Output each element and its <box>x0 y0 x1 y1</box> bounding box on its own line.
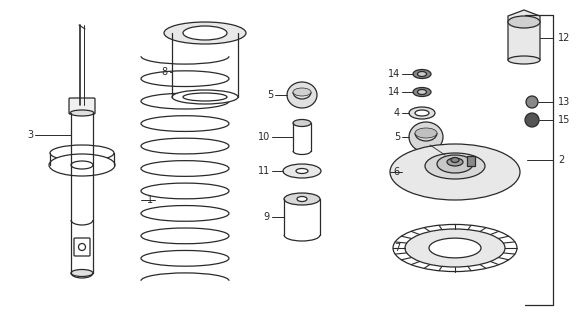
Ellipse shape <box>508 56 540 64</box>
FancyBboxPatch shape <box>74 238 90 256</box>
Text: 1: 1 <box>147 195 153 205</box>
Ellipse shape <box>284 193 320 205</box>
Ellipse shape <box>447 158 463 166</box>
Ellipse shape <box>508 16 540 28</box>
Ellipse shape <box>437 155 473 173</box>
Ellipse shape <box>417 71 427 76</box>
Ellipse shape <box>413 87 431 97</box>
Text: 5: 5 <box>394 132 400 142</box>
Ellipse shape <box>172 90 238 104</box>
Text: 10: 10 <box>258 132 270 142</box>
Ellipse shape <box>451 157 459 163</box>
Text: 8: 8 <box>162 67 168 77</box>
Ellipse shape <box>164 22 246 44</box>
Ellipse shape <box>49 154 115 176</box>
Text: 15: 15 <box>558 115 571 125</box>
Ellipse shape <box>415 110 429 116</box>
Text: 14: 14 <box>388 69 400 79</box>
Ellipse shape <box>413 69 431 78</box>
Ellipse shape <box>429 238 481 258</box>
Text: 4: 4 <box>394 108 400 118</box>
Ellipse shape <box>283 164 321 178</box>
Ellipse shape <box>71 161 93 169</box>
Ellipse shape <box>390 144 520 200</box>
Ellipse shape <box>71 269 93 276</box>
Text: 9: 9 <box>264 212 270 222</box>
Text: 13: 13 <box>558 97 570 107</box>
Text: 3: 3 <box>27 130 33 140</box>
Ellipse shape <box>297 196 307 202</box>
Ellipse shape <box>409 107 435 119</box>
Ellipse shape <box>409 122 443 152</box>
Ellipse shape <box>287 82 317 108</box>
Text: 7: 7 <box>394 243 400 253</box>
Circle shape <box>526 96 538 108</box>
Ellipse shape <box>70 110 94 116</box>
Ellipse shape <box>425 153 485 179</box>
Text: 5: 5 <box>266 90 273 100</box>
Text: 6: 6 <box>394 167 400 177</box>
Ellipse shape <box>293 88 311 96</box>
Ellipse shape <box>415 128 437 138</box>
Ellipse shape <box>183 93 227 101</box>
Circle shape <box>79 244 86 251</box>
Text: 2: 2 <box>558 155 564 165</box>
Text: 14: 14 <box>388 87 400 97</box>
Bar <box>467 156 475 166</box>
Ellipse shape <box>183 26 227 40</box>
Ellipse shape <box>417 90 427 94</box>
Text: 12: 12 <box>558 33 571 43</box>
FancyBboxPatch shape <box>69 98 95 114</box>
Ellipse shape <box>405 229 505 267</box>
Polygon shape <box>508 10 540 60</box>
Ellipse shape <box>293 119 311 126</box>
Circle shape <box>525 113 539 127</box>
Text: 11: 11 <box>258 166 270 176</box>
Ellipse shape <box>50 145 114 161</box>
Ellipse shape <box>296 169 308 173</box>
